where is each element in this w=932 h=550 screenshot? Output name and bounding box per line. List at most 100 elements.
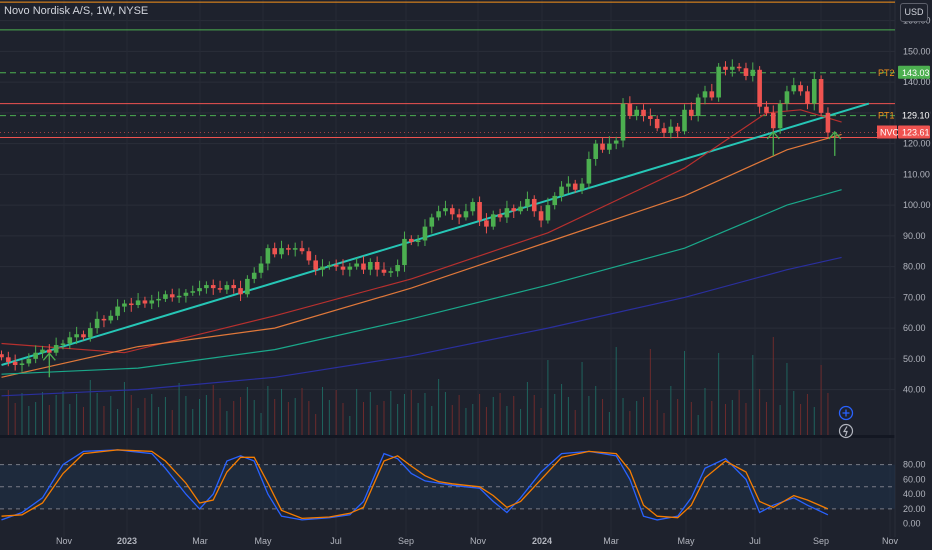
candle-body xyxy=(525,198,530,207)
volume-bar xyxy=(547,360,549,435)
volume-bar xyxy=(492,397,494,435)
stoch-tick-label: 40.00 xyxy=(903,489,926,499)
currency-button[interactable]: USD xyxy=(900,3,928,22)
price-tag xyxy=(898,108,930,122)
price-tick-label: 110.00 xyxy=(903,169,930,179)
stoch-line xyxy=(1,449,829,521)
candle-body xyxy=(518,206,523,212)
volume-bar xyxy=(704,388,706,435)
level-marker-label: PT1 xyxy=(878,111,895,121)
last-price-value: 123.61 xyxy=(902,127,930,137)
volume-bar xyxy=(328,400,330,435)
candle-body xyxy=(593,143,599,159)
candle-body xyxy=(415,240,421,242)
volume-bar xyxy=(356,389,358,435)
candle-body xyxy=(217,288,223,290)
volume-bar xyxy=(62,391,64,435)
lightning-icon-mark xyxy=(842,426,848,437)
candle-body xyxy=(265,248,271,264)
volume-bar xyxy=(117,409,119,435)
candle-body xyxy=(327,265,332,267)
volume-bar xyxy=(315,414,317,435)
volume-bar xyxy=(69,404,71,435)
candle-body xyxy=(654,119,660,129)
volume-bar xyxy=(731,400,733,435)
time-axis[interactable]: Nov 2023 Mar May Jul Sep Nov 2024 Mar May Jul Sep No… xyxy=(56,536,899,546)
volume-bar xyxy=(520,409,522,435)
volume-bar xyxy=(390,391,392,435)
volume-bar xyxy=(458,395,460,435)
time-tick-label: Sep xyxy=(398,536,414,546)
volume-bar xyxy=(199,399,201,435)
volume-bar xyxy=(431,406,433,435)
volume-bar xyxy=(369,392,371,435)
candle-body xyxy=(750,69,756,76)
candle-body xyxy=(818,79,824,113)
volume-bar xyxy=(485,407,487,435)
candle-body xyxy=(607,143,612,150)
plus-circle-icon-mark xyxy=(842,409,850,417)
up-arrow-head xyxy=(42,352,56,361)
volume-bar xyxy=(246,387,248,435)
volume-bar xyxy=(451,405,453,435)
chart-tools[interactable] xyxy=(838,405,854,439)
volume-bar xyxy=(800,404,802,435)
volume-bar xyxy=(533,395,535,435)
candle-body xyxy=(730,66,735,70)
price-tag-value: 129.10 xyxy=(902,111,930,121)
stoch-tick-label: 0.00 xyxy=(903,519,921,529)
candle-body xyxy=(374,261,380,270)
volume-bar xyxy=(806,394,808,435)
time-tick-label: Nov xyxy=(470,536,487,546)
panel-separator xyxy=(0,435,895,438)
volume-bar xyxy=(103,406,105,435)
candle-body xyxy=(272,248,277,255)
candle-body xyxy=(675,126,680,132)
time-tick-label: Nov xyxy=(56,536,73,546)
volume-bar xyxy=(711,401,713,435)
volume-bar xyxy=(697,415,699,435)
volume-bar xyxy=(690,402,692,435)
volume-bar xyxy=(820,365,822,435)
candle-body xyxy=(497,214,503,218)
volume-bar xyxy=(581,362,583,435)
candle-body xyxy=(511,208,517,212)
candle-body xyxy=(798,85,803,92)
volume-bar xyxy=(595,386,597,435)
volume-bar xyxy=(253,400,255,435)
candle-body xyxy=(770,112,776,129)
time-tick-label: 2024 xyxy=(532,536,552,546)
candle-body xyxy=(306,251,312,261)
volume-bar xyxy=(219,398,221,435)
volume-bar xyxy=(383,401,385,435)
candle-body xyxy=(490,214,496,227)
volume-bar xyxy=(322,387,324,435)
candle-body xyxy=(477,202,482,221)
candle-body xyxy=(94,318,100,329)
candle-body xyxy=(40,349,45,353)
volume-bar xyxy=(813,407,815,435)
volume-bar xyxy=(82,407,84,435)
volume-bar xyxy=(41,392,43,435)
candle-body xyxy=(258,263,264,273)
volume-bar xyxy=(144,398,146,435)
candle-body xyxy=(463,211,469,218)
candle-body xyxy=(60,343,66,346)
candle-body xyxy=(682,109,687,132)
volume-bar xyxy=(294,398,296,435)
volume-bar xyxy=(827,393,829,435)
volume-bar xyxy=(738,390,740,435)
candle-body xyxy=(0,354,4,358)
volume-bar xyxy=(171,410,173,435)
candle-body xyxy=(176,295,182,298)
candle-body xyxy=(313,260,318,270)
stoch-tick-label: 20.00 xyxy=(903,504,926,514)
volume-bar xyxy=(28,406,30,435)
candle-body xyxy=(825,112,831,133)
volume-bar xyxy=(274,399,276,435)
candle-body xyxy=(361,263,366,270)
candle-body xyxy=(648,115,653,119)
lightning-icon xyxy=(838,423,854,439)
candle-body xyxy=(183,292,189,296)
